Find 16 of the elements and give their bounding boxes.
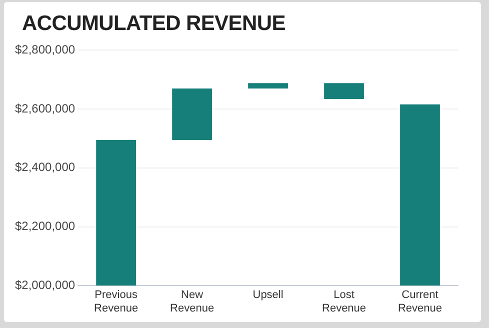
x-tick-label: Previous Revenue — [94, 289, 138, 314]
x-tick-label: New Revenue — [170, 289, 214, 314]
bar — [172, 88, 212, 140]
y-tick-label: $2,800,000 — [14, 42, 76, 57]
x-tick-label: Upsell — [252, 289, 284, 302]
x-tick-label: Current Revenue — [398, 289, 442, 314]
bar — [248, 83, 288, 88]
y-tick-label: $2,200,000 — [14, 219, 76, 234]
chart-title: ACCUMULATED REVENUE — [22, 12, 286, 36]
bar — [324, 83, 364, 100]
y-tick-label: $2,600,000 — [14, 101, 76, 116]
x-tick-label: Lost Revenue — [322, 289, 366, 314]
y-tick-label: $2,000,000 — [14, 278, 76, 292]
bar — [400, 104, 440, 286]
y-tick-label: $2,400,000 — [14, 160, 76, 174]
bar — [96, 140, 136, 286]
